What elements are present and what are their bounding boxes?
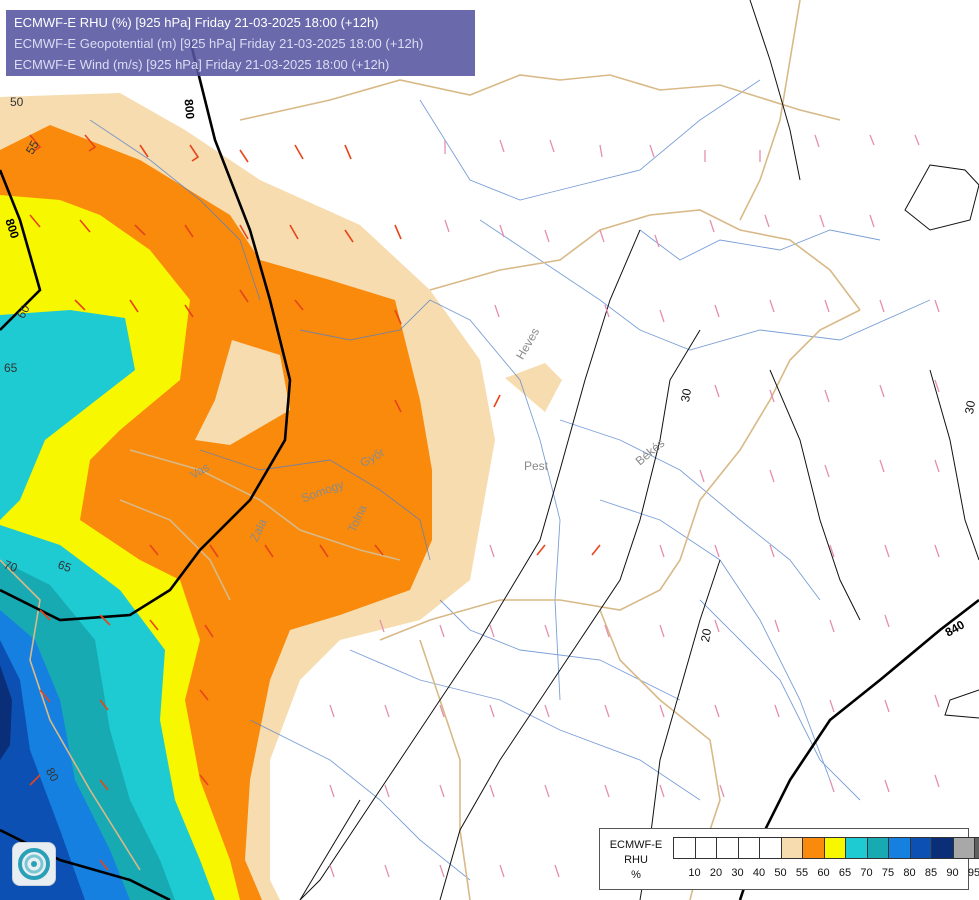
legend-label: 20 <box>709 867 723 879</box>
legend-label: 40 <box>752 867 766 879</box>
title-wind: ECMWF-E Wind (m/s) [925 hPa] Friday 21-0… <box>14 57 390 72</box>
rhu-label-65b: 65 <box>56 557 74 575</box>
legend-label: 75 <box>881 867 895 879</box>
legend-swatch <box>823 837 846 859</box>
rhu-band-85 <box>0 665 12 760</box>
rivers <box>89 79 931 881</box>
legend-title: ECMWF-E RHU % <box>604 838 668 883</box>
legend-label: 60 <box>817 867 830 879</box>
map-title-box: ECMWF-E RHU (%) [925 hPa] Friday 21-03-2… <box>6 10 475 76</box>
wind-barbs <box>29 134 601 871</box>
legend-label: 90 <box>946 867 959 879</box>
place-label-pest: Pest <box>524 459 549 473</box>
rhu-band-65 <box>0 310 135 520</box>
legend-label: 70 <box>860 867 873 879</box>
rhu-label-60: 60 <box>14 302 33 321</box>
ecmwf-logo <box>12 842 56 886</box>
rhu-label-50: 50 <box>10 95 24 109</box>
legend-label: 30 <box>731 867 744 879</box>
legend-swatch <box>780 837 803 859</box>
legend-swatch <box>952 837 975 859</box>
place-label-heves: Heves <box>513 325 542 361</box>
legend-title-model: ECMWF-E <box>609 839 663 851</box>
legend-swatch <box>974 837 979 859</box>
legend-swatch <box>931 837 954 859</box>
legend-label: 95 <box>967 867 979 879</box>
thin-contours <box>299 0 979 900</box>
rhu-band-80 <box>0 640 85 900</box>
geopotential-label-800: 800 <box>2 217 22 241</box>
legend-swatch <box>673 837 696 859</box>
legend-label: 55 <box>795 867 809 879</box>
legend-swatch <box>737 837 760 859</box>
legend-label: 65 <box>838 867 852 879</box>
legend-swatch <box>888 837 911 859</box>
rhu-label-80: 80 <box>43 765 62 784</box>
legend-swatch <box>866 837 889 859</box>
legend-swatch <box>802 837 825 859</box>
place-label-bekes: Békés <box>633 436 668 468</box>
geopotential-label-800b: 800 <box>182 98 198 119</box>
legend-swatch <box>694 837 717 859</box>
temp-label-30: 30 <box>678 387 694 403</box>
legend-label: 50 <box>774 867 787 879</box>
rhu-dry-patch <box>195 340 290 445</box>
rhu-label-70: 70 <box>2 557 20 575</box>
legend-label: 80 <box>903 867 916 879</box>
legend-swatch <box>759 837 782 859</box>
legend-label: 10 <box>688 867 701 879</box>
legend-title-variable: RHU <box>624 854 648 866</box>
title-rhu: ECMWF-E RHU (%) [925 hPa] Friday 21-03-2… <box>14 15 379 30</box>
legend-swatch <box>909 837 932 859</box>
rhu-legend: ECMWF-E RHU % 10 20 30 40 50 55 60 65 70 75 80 85 90… <box>599 828 979 890</box>
geopotential-label-840: 840 <box>943 617 968 639</box>
rhu-shading <box>0 93 562 900</box>
rhu-label-65: 65 <box>4 361 18 375</box>
legend-title-unit: % <box>631 869 641 881</box>
wind-barbs-calm <box>329 134 940 878</box>
legend-swatch <box>845 837 868 859</box>
legend-swatch <box>716 837 739 859</box>
swirl-icon <box>18 848 50 880</box>
contour-labels: 800 800 840 50 55 60 65 65 70 80 30 30 2… <box>2 95 978 784</box>
temp-label-30b: 30 <box>962 399 978 415</box>
title-geopotential: ECMWF-E Geopotential (m) [925 hPa] Frida… <box>14 36 424 51</box>
rhu-dry-patch-2 <box>505 363 562 412</box>
temp-label-20: 20 <box>698 627 714 643</box>
legend-label: 85 <box>924 867 938 879</box>
rhu-label-55: 55 <box>23 138 42 157</box>
